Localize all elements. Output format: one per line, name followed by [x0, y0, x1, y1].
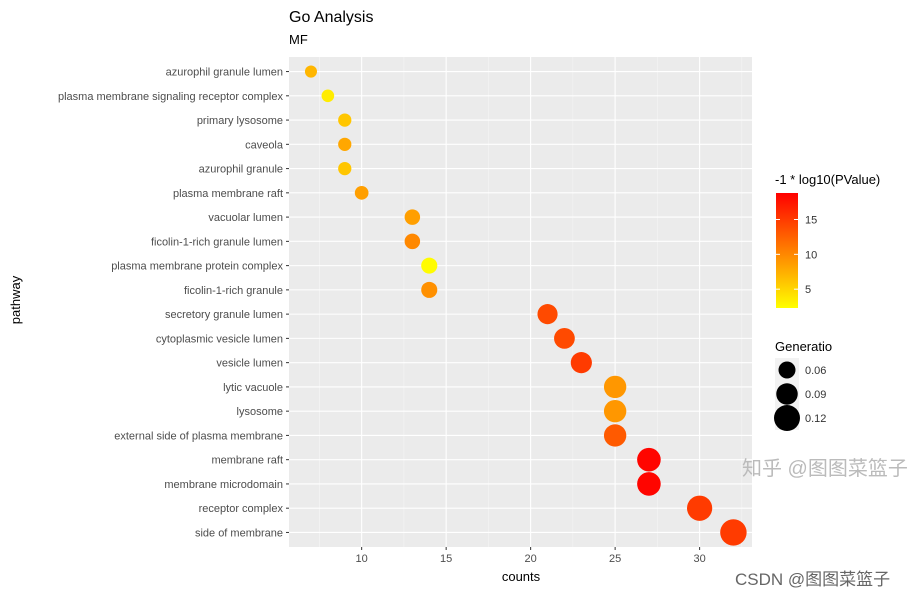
- size-legend-title: Generatio: [775, 339, 832, 354]
- data-point: [603, 375, 627, 399]
- y-tick-label: azurophil granule lumen: [166, 67, 283, 79]
- data-point: [570, 352, 592, 374]
- color-bar-label: 15: [805, 214, 817, 226]
- y-tick-label: vacuolar lumen: [208, 212, 283, 224]
- data-point: [603, 424, 627, 447]
- data-point: [304, 65, 317, 78]
- data-point: [338, 137, 352, 151]
- y-tick-label: plasma membrane protein complex: [111, 261, 283, 273]
- color-legend-title: -1 * log10(PValue): [775, 172, 880, 187]
- plot-panel: [289, 57, 752, 547]
- color-bar-label: 5: [805, 284, 811, 296]
- y-tick-label: membrane microdomain: [164, 479, 283, 491]
- y-tick-label: cytoplasmic vesicle lumen: [156, 333, 283, 345]
- color-bar-label: 10: [805, 249, 817, 261]
- size-legend-label: 0.06: [805, 365, 826, 377]
- y-tick-label: primary lysosome: [197, 115, 283, 127]
- size-legend-label: 0.09: [805, 389, 826, 401]
- data-point: [537, 304, 558, 325]
- y-tick-label: membrane raft: [211, 455, 283, 467]
- size-legend-circle: [776, 383, 798, 405]
- data-point: [421, 257, 438, 274]
- y-tick-label: side of membrane: [195, 527, 283, 539]
- data-point: [637, 472, 661, 496]
- data-point: [686, 495, 713, 521]
- y-tick-label: caveola: [245, 139, 284, 151]
- data-point: [720, 519, 747, 546]
- data-point: [421, 281, 438, 298]
- y-tick-label: lysosome: [237, 406, 283, 418]
- y-tick-label: external side of plasma membrane: [114, 430, 283, 442]
- x-tick-label: 15: [440, 553, 452, 565]
- data-point: [404, 233, 421, 250]
- y-tick-label: secretory granule lumen: [165, 309, 283, 321]
- y-tick-label: ficolin-1-rich granule lumen: [151, 236, 283, 248]
- data-point: [603, 399, 627, 423]
- size-legend-circle: [774, 405, 800, 431]
- y-axis-title: pathway: [8, 275, 23, 324]
- chart-title: Go Analysis: [289, 9, 373, 26]
- y-tick-label: vesicle lumen: [216, 358, 283, 370]
- data-point: [321, 89, 335, 103]
- data-point: [637, 447, 661, 472]
- x-tick-label: 10: [356, 553, 368, 565]
- color-bar: [776, 193, 798, 308]
- data-point: [554, 328, 575, 349]
- size-legend-circle: [778, 361, 796, 379]
- y-tick-label: ficolin-1-rich granule: [184, 285, 283, 297]
- x-axis-title: counts: [502, 569, 541, 584]
- watermark-zhihu: 知乎 @图图菜篮子: [742, 457, 907, 480]
- data-point: [354, 185, 369, 200]
- y-tick-label: azurophil granule: [199, 164, 283, 176]
- data-point: [338, 113, 352, 127]
- watermark: 知乎 @图图菜篮子 CSDN @图图菜篮子: [735, 457, 907, 589]
- y-tick-label: lytic vacuole: [223, 382, 283, 394]
- x-tick-label: 20: [525, 553, 537, 565]
- size-legend-label: 0.12: [805, 413, 826, 425]
- data-point: [338, 161, 352, 176]
- y-tick-label: plasma membrane raft: [173, 188, 283, 200]
- y-tick-label: plasma membrane signaling receptor compl…: [58, 91, 283, 103]
- data-point: [404, 209, 421, 225]
- watermark-csdn: CSDN @图图菜篮子: [735, 570, 890, 589]
- chart-subtitle: MF: [289, 32, 308, 47]
- y-tick-label: receptor complex: [199, 503, 284, 515]
- x-tick-label: 30: [693, 553, 705, 565]
- x-tick-label: 25: [609, 553, 621, 565]
